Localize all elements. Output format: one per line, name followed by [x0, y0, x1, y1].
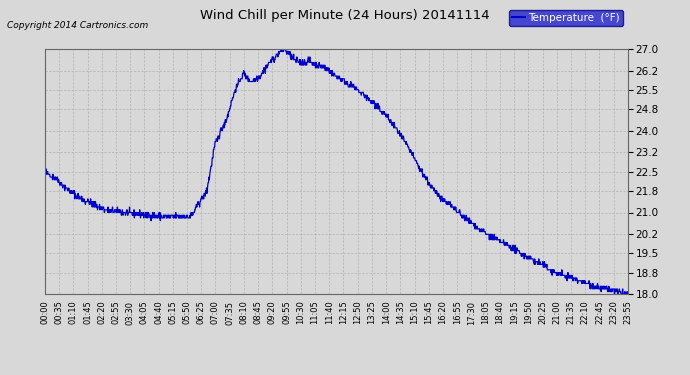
Text: Copyright 2014 Cartronics.com: Copyright 2014 Cartronics.com	[7, 21, 148, 30]
Text: Wind Chill per Minute (24 Hours) 20141114: Wind Chill per Minute (24 Hours) 2014111…	[200, 9, 490, 22]
Legend: Temperature  (°F): Temperature (°F)	[509, 10, 622, 26]
